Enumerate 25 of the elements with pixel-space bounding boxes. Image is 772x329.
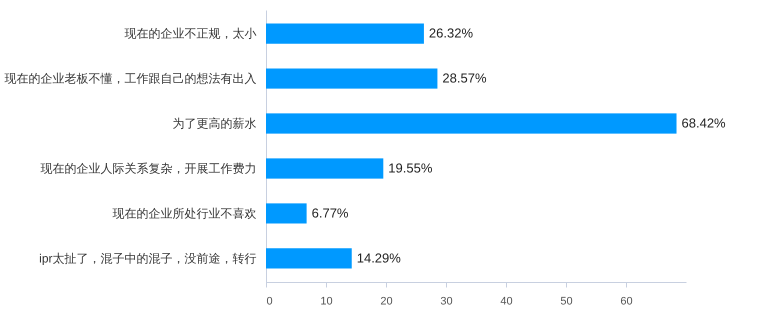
bar: [266, 68, 438, 89]
y-tick-label: 现在的企业人际关系复杂，开展工作费力: [40, 161, 256, 176]
x-tick-label: 30: [440, 296, 453, 308]
bar: [266, 158, 384, 179]
y-tick-label: 现在的企业不正规，太小: [124, 26, 256, 41]
y-tick-label: 为了更高的薪水: [172, 116, 256, 131]
data-label: 19.55%: [388, 160, 433, 176]
y-tick-label: 现在的企业所处行业不喜欢: [112, 206, 256, 220]
bar: [266, 203, 307, 224]
data-label: 68.42%: [682, 116, 726, 131]
bar: [266, 113, 677, 134]
bar: [266, 23, 424, 44]
bar: [266, 248, 352, 269]
x-tick-label: 10: [320, 296, 333, 308]
data-label: 28.57%: [442, 70, 487, 86]
y-tick-label: 现在的企业老板不懂，工作跟自己的想法有出入: [4, 72, 256, 86]
data-label: 6.77%: [312, 205, 349, 220]
data-label: 14.29%: [356, 250, 402, 266]
x-tick-label: 50: [560, 296, 573, 308]
x-tick-label: 0: [266, 296, 273, 308]
x-tick-label: 60: [620, 296, 633, 308]
y-tick-label: ipr太扯了，混子中的混子，没前途，转行: [39, 251, 256, 266]
x-tick-label: 40: [500, 296, 513, 308]
x-tick-label: 20: [380, 296, 393, 308]
data-label: 26.32%: [428, 26, 474, 41]
